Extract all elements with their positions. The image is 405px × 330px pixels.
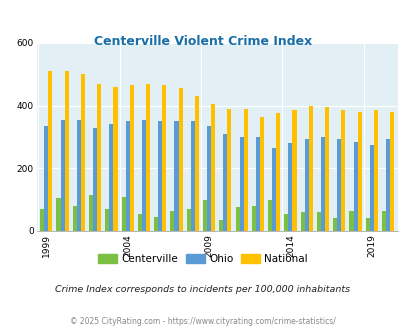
Bar	[235, 208, 239, 231]
Bar	[154, 217, 158, 231]
Bar	[357, 112, 361, 231]
Bar	[308, 106, 312, 231]
Bar	[44, 126, 48, 231]
Bar	[365, 218, 369, 231]
Bar	[369, 145, 373, 231]
Bar	[40, 209, 44, 231]
Bar	[170, 211, 174, 231]
Bar	[207, 126, 211, 231]
Bar	[239, 137, 243, 231]
Bar	[64, 71, 68, 231]
Bar	[219, 220, 223, 231]
Bar	[381, 211, 385, 231]
Bar	[125, 121, 130, 231]
Bar	[349, 211, 353, 231]
Bar	[109, 124, 113, 231]
Bar	[255, 137, 259, 231]
Bar	[300, 212, 304, 231]
Bar	[178, 88, 182, 231]
Bar	[190, 121, 194, 231]
Bar	[333, 218, 337, 231]
Bar	[324, 107, 328, 231]
Bar	[389, 112, 393, 231]
Bar	[105, 209, 109, 231]
Bar	[275, 114, 279, 231]
Bar	[146, 84, 150, 231]
Legend: Centerville, Ohio, National: Centerville, Ohio, National	[94, 249, 311, 268]
Bar	[385, 139, 389, 231]
Bar	[97, 84, 101, 231]
Bar	[77, 120, 81, 231]
Bar	[288, 143, 292, 231]
Bar	[174, 121, 178, 231]
Bar	[211, 104, 215, 231]
Bar	[316, 212, 320, 231]
Bar	[271, 148, 275, 231]
Bar	[142, 120, 146, 231]
Bar	[267, 200, 271, 231]
Bar	[186, 209, 190, 231]
Bar	[304, 139, 308, 231]
Bar	[284, 214, 288, 231]
Text: © 2025 CityRating.com - https://www.cityrating.com/crime-statistics/: © 2025 CityRating.com - https://www.city…	[70, 317, 335, 326]
Bar	[227, 109, 231, 231]
Bar	[320, 137, 324, 231]
Bar	[194, 96, 198, 231]
Bar	[81, 74, 85, 231]
Bar	[93, 128, 97, 231]
Bar	[121, 197, 125, 231]
Bar	[56, 198, 60, 231]
Text: Crime Index corresponds to incidents per 100,000 inhabitants: Crime Index corresponds to incidents per…	[55, 285, 350, 294]
Bar	[243, 109, 247, 231]
Bar	[138, 214, 142, 231]
Bar	[162, 85, 166, 231]
Text: Centerville Violent Crime Index: Centerville Violent Crime Index	[94, 35, 311, 48]
Bar	[337, 139, 341, 231]
Bar	[130, 85, 134, 231]
Bar	[373, 110, 377, 231]
Bar	[60, 120, 64, 231]
Bar	[89, 195, 93, 231]
Bar	[202, 200, 207, 231]
Bar	[223, 134, 227, 231]
Bar	[48, 71, 52, 231]
Bar	[341, 110, 345, 231]
Bar	[292, 110, 296, 231]
Bar	[353, 142, 357, 231]
Bar	[251, 206, 255, 231]
Bar	[158, 121, 162, 231]
Bar	[113, 87, 117, 231]
Bar	[259, 116, 263, 231]
Bar	[72, 206, 77, 231]
